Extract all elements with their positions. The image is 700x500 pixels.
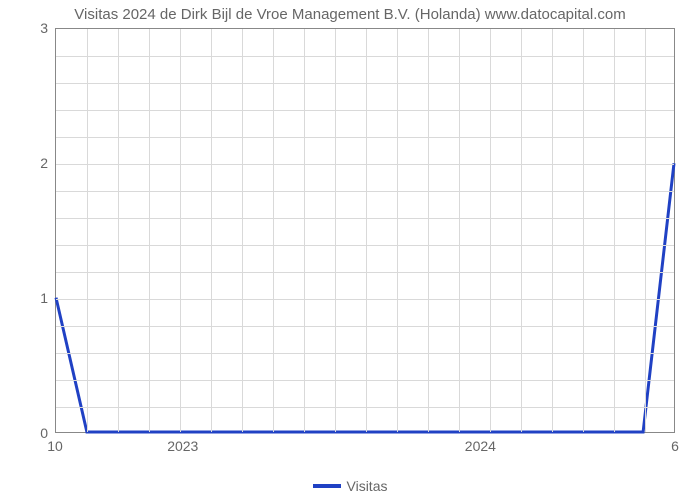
grid-line-v	[335, 29, 336, 432]
grid-line-v	[459, 29, 460, 432]
grid-line-v	[87, 29, 88, 432]
plot-area	[55, 28, 675, 433]
x-tick-label: 2023	[167, 438, 198, 454]
chart-title: Visitas 2024 de Dirk Bijl de Vroe Manage…	[0, 6, 700, 23]
grid-line-v	[242, 29, 243, 432]
grid-line-v	[273, 29, 274, 432]
grid-line-v	[180, 29, 181, 432]
grid-line-v	[552, 29, 553, 432]
y-tick-label: 1	[18, 290, 48, 306]
y-tick-label: 3	[18, 20, 48, 36]
x-tick-label: 10	[47, 438, 63, 454]
grid-line-v	[149, 29, 150, 432]
x-tick-label: 6	[671, 438, 679, 454]
grid-line-v	[490, 29, 491, 432]
grid-line-v	[366, 29, 367, 432]
grid-line-v	[583, 29, 584, 432]
grid-line-v	[614, 29, 615, 432]
grid-line-v	[397, 29, 398, 432]
grid-line-v	[211, 29, 212, 432]
grid-line-v	[118, 29, 119, 432]
grid-line-v	[428, 29, 429, 432]
legend: Visitas	[0, 478, 700, 494]
grid-line-v	[645, 29, 646, 432]
x-tick-label: 2024	[465, 438, 496, 454]
legend-label: Visitas	[347, 478, 388, 494]
grid-line-v	[521, 29, 522, 432]
grid-line-v	[304, 29, 305, 432]
y-tick-label: 0	[18, 425, 48, 441]
y-tick-label: 2	[18, 155, 48, 171]
chart-container: Visitas 2024 de Dirk Bijl de Vroe Manage…	[0, 0, 700, 500]
legend-swatch	[313, 484, 341, 488]
